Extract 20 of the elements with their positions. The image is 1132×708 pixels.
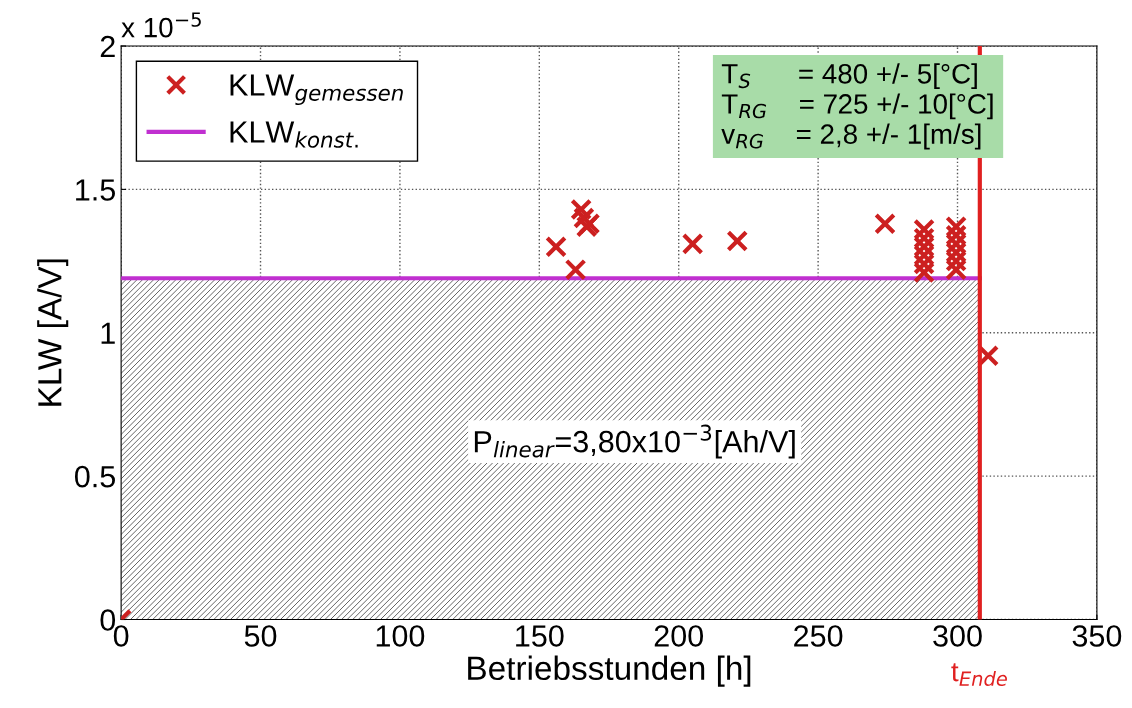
y-axis-title: KLW [A/V] [37, 259, 69, 406]
x-tick-label: 150 [516, 625, 564, 647]
y-tick-label: 1 [101, 322, 115, 344]
legend-label: KLW$_{gemessen}$ [230, 74, 403, 106]
annotation: P$_{linear}$=3,80x10$^{−3}$[Ah/V] [474, 424, 795, 459]
ref-line-label: t$_{Ende}$ [951, 663, 1007, 687]
x-tick-label: 100 [376, 625, 425, 647]
y-tick-label: 1.5 [76, 179, 115, 201]
legend-label: KLW$_{konst.}$ [230, 121, 358, 148]
x-tick-label: 50 [244, 625, 277, 647]
text: T$_{S}$ = 480 +/- 5[°C] T$_{RG}$ = 725 +/- 10[°C] v$_{RG}$ = 2,8 +/- 1[m/s] [721, 63, 993, 150]
x-tick-label: 250 [794, 625, 843, 647]
y-tick-label: 2 [100, 35, 115, 58]
text: x 10$^{−5}$ [121, 12, 201, 38]
x-tick-label: 200 [654, 625, 704, 647]
x-axis-title: Betriebsstunden [h] [468, 655, 751, 687]
x-tick-label: 300 [933, 625, 982, 647]
x-tick-label: 350 [1072, 625, 1122, 647]
y-tick-label: 0.5 [74, 465, 115, 488]
y-tick-label: 0 [100, 609, 116, 631]
